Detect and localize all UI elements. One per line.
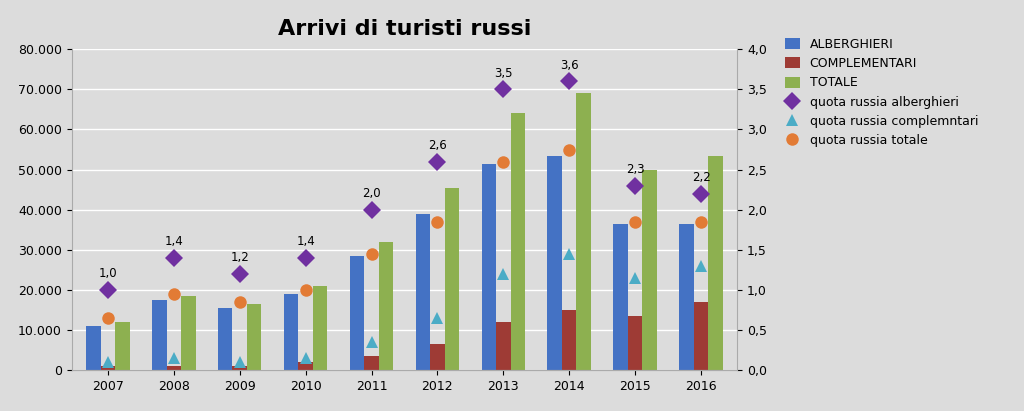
Bar: [181, 296, 196, 370]
Bar: [379, 242, 393, 370]
Text: 2,0: 2,0: [362, 187, 381, 200]
Bar: [709, 155, 723, 370]
Bar: [642, 170, 656, 370]
Line: quota russia complemntari: quota russia complemntari: [101, 247, 708, 368]
Text: 2,3: 2,3: [626, 163, 644, 176]
quota russia totale: [695, 219, 708, 224]
quota russia complemntari: [366, 339, 378, 344]
quota russia alberghieri: [695, 191, 708, 196]
quota russia complemntari: [101, 359, 114, 365]
quota russia alberghieri: [101, 287, 114, 292]
Bar: [613, 224, 628, 370]
quota russia alberghieri: [299, 255, 311, 260]
Text: 3,5: 3,5: [495, 67, 513, 80]
Bar: [247, 304, 261, 370]
Bar: [232, 366, 247, 370]
Bar: [100, 366, 115, 370]
Line: quota russia alberghieri: quota russia alberghieri: [101, 75, 708, 296]
quota russia complemntari: [498, 271, 510, 276]
Text: 2,2: 2,2: [691, 171, 711, 184]
Line: quota russia totale: quota russia totale: [101, 143, 708, 324]
quota russia complemntari: [695, 263, 708, 268]
quota russia totale: [431, 219, 443, 224]
quota russia complemntari: [563, 251, 575, 256]
Text: 1,2: 1,2: [230, 251, 249, 264]
quota russia alberghieri: [168, 255, 180, 260]
Bar: [86, 326, 100, 370]
Bar: [167, 366, 181, 370]
Bar: [694, 302, 709, 370]
quota russia totale: [366, 251, 378, 256]
Bar: [444, 187, 459, 370]
quota russia complemntari: [168, 356, 180, 360]
Title: Arrivi di turisti russi: Arrivi di turisti russi: [278, 19, 531, 39]
quota russia totale: [629, 219, 641, 224]
Text: 2,6: 2,6: [428, 139, 446, 152]
Bar: [562, 310, 577, 370]
Bar: [115, 322, 130, 370]
Text: 1,4: 1,4: [165, 235, 183, 248]
quota russia alberghieri: [563, 79, 575, 84]
Text: 1,4: 1,4: [296, 235, 315, 248]
Bar: [284, 294, 298, 370]
quota russia totale: [299, 287, 311, 292]
Bar: [298, 362, 313, 370]
quota russia totale: [168, 291, 180, 296]
Bar: [218, 308, 232, 370]
Bar: [313, 286, 328, 370]
Text: 3,6: 3,6: [560, 59, 579, 72]
quota russia complemntari: [629, 275, 641, 280]
quota russia complemntari: [233, 359, 246, 365]
Bar: [577, 93, 591, 370]
Bar: [511, 113, 525, 370]
quota russia complemntari: [431, 315, 443, 320]
Bar: [628, 316, 642, 370]
quota russia alberghieri: [366, 207, 378, 212]
quota russia alberghieri: [498, 87, 510, 92]
Bar: [416, 214, 430, 370]
quota russia totale: [563, 147, 575, 152]
Bar: [679, 224, 694, 370]
Bar: [548, 155, 562, 370]
quota russia alberghieri: [629, 183, 641, 188]
quota russia totale: [498, 159, 510, 164]
quota russia alberghieri: [233, 271, 246, 276]
Bar: [365, 356, 379, 370]
Legend: ALBERGHIERI, COMPLEMENTARI, TOTALE, quota russia alberghieri, quota russia compl: ALBERGHIERI, COMPLEMENTARI, TOTALE, quot…: [779, 33, 983, 152]
Bar: [481, 164, 496, 370]
quota russia complemntari: [299, 356, 311, 360]
quota russia alberghieri: [431, 159, 443, 164]
Bar: [430, 344, 444, 370]
quota russia totale: [233, 299, 246, 304]
quota russia totale: [101, 315, 114, 320]
Text: 1,0: 1,0: [98, 267, 117, 280]
Bar: [496, 322, 511, 370]
Bar: [153, 300, 167, 370]
Bar: [350, 256, 365, 370]
